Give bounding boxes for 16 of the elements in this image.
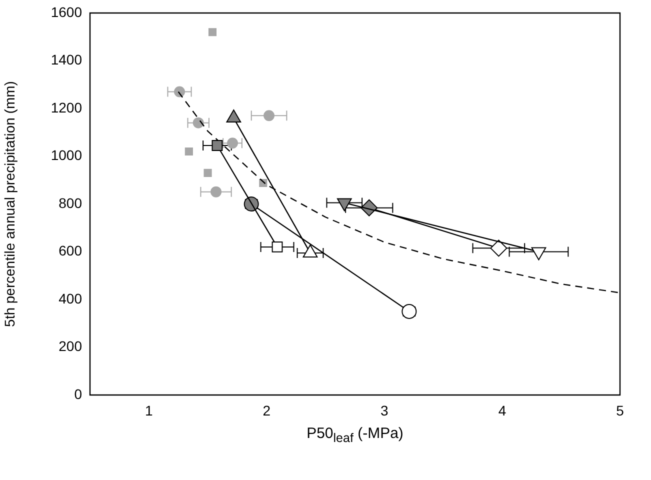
x-tick-label: 5 [616, 402, 624, 418]
x-tick-label: 2 [262, 402, 271, 418]
y-axis-title: 5th percentile annual precipitation (mm) [1, 81, 18, 327]
y-tick-label: 1000 [50, 147, 82, 164]
y-tick-label: 200 [58, 338, 82, 354]
x-axis-title: P50$_{leaf}$ (-MPa) [306, 425, 404, 445]
x-tick-label: 3 [380, 402, 389, 418]
y-tick-label: 1600 [50, 4, 82, 20]
x-tick-label: 4 [498, 402, 506, 418]
y-tick-label: 1400 [50, 52, 82, 68]
y-tick-label: 1200 [50, 99, 82, 116]
y-tick-label: 400 [58, 290, 82, 306]
y-tick-label: 0 [74, 386, 82, 402]
x-tick-label: 1 [144, 402, 153, 418]
y-tick-label: 600 [58, 242, 82, 259]
y-tick-label: 800 [58, 194, 82, 211]
